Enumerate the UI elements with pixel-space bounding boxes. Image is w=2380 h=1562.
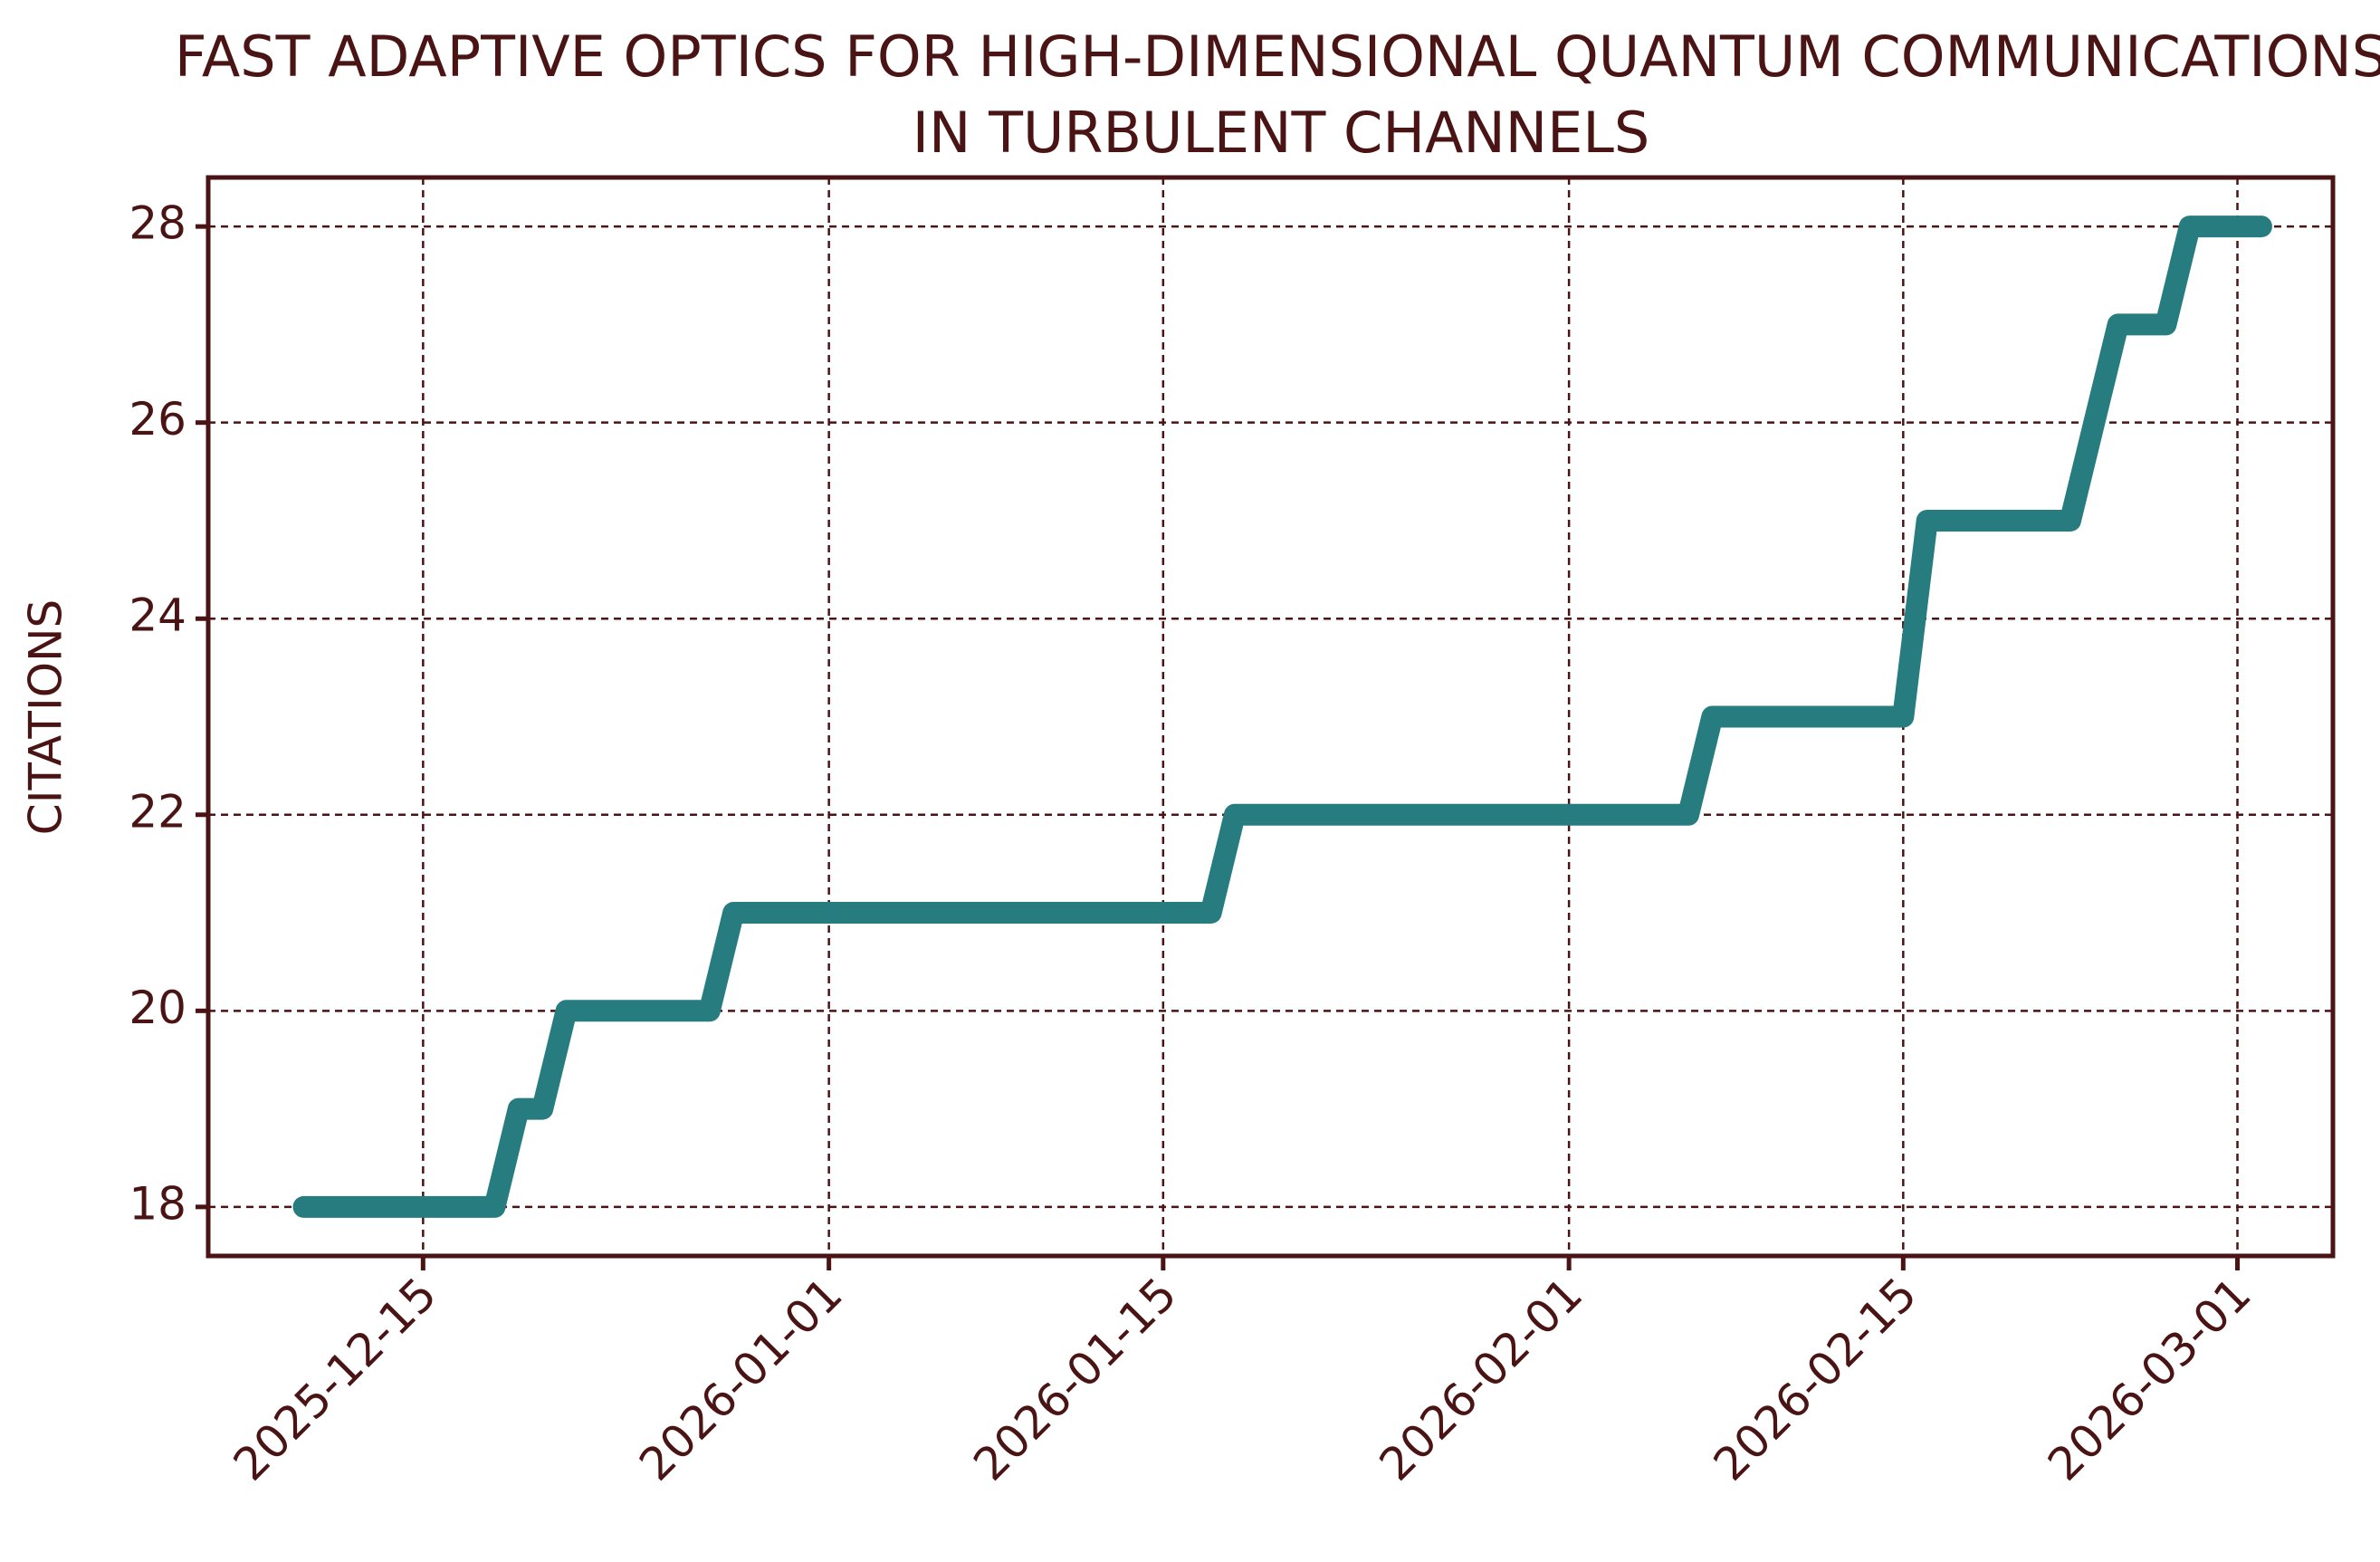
y-tick-label: 26 (129, 393, 186, 446)
x-tick-label: 2026-02-15 (1704, 1268, 1926, 1490)
x-tick-label: 2026-01-01 (629, 1268, 852, 1490)
plot-frame (206, 175, 2336, 1259)
x-tick-label: 2026-02-01 (1370, 1268, 1592, 1490)
y-tick-label: 18 (129, 1177, 186, 1230)
y-tick-label: 20 (129, 982, 186, 1034)
chart-title: FAST ADAPTIVE OPTICS FOR HIGH-DIMENSIONA… (175, 24, 2380, 166)
y-tick-label: 28 (129, 197, 186, 250)
y-tick-label: 22 (129, 785, 186, 838)
x-tick-label: 2026-01-15 (963, 1268, 1186, 1490)
x-tick-label: 2026-03-01 (2038, 1268, 2261, 1490)
data-line (292, 216, 2272, 1218)
y-axis-label: CITATIONS (20, 599, 72, 835)
y-tick-label: 24 (129, 589, 186, 642)
x-tick-label: 2025-12-15 (224, 1268, 446, 1490)
